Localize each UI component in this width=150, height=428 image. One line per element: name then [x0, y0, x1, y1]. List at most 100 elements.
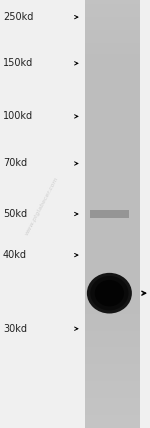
Bar [85, 381, 140, 383]
Bar [85, 4, 140, 6]
Bar [85, 183, 140, 184]
Bar [85, 361, 140, 363]
Bar [85, 399, 140, 401]
Bar [85, 215, 140, 217]
Bar [85, 157, 140, 159]
Bar [85, 322, 140, 324]
Bar [85, 57, 140, 59]
Bar [85, 84, 140, 86]
Bar [85, 56, 140, 57]
Bar [85, 151, 140, 153]
Bar [85, 164, 140, 166]
Bar [85, 297, 140, 299]
Bar [85, 175, 140, 177]
Bar [85, 327, 140, 329]
Bar [85, 389, 140, 391]
Bar [85, 337, 140, 339]
Bar [85, 230, 140, 232]
Bar [85, 305, 140, 307]
Bar [85, 278, 140, 280]
Text: 100kd: 100kd [3, 111, 33, 122]
Bar [85, 47, 140, 49]
Bar [85, 81, 140, 83]
Bar [85, 136, 140, 137]
Bar [85, 345, 140, 347]
Bar [85, 235, 140, 237]
Bar [85, 90, 140, 92]
Bar [85, 59, 140, 60]
Bar [85, 1, 140, 3]
Bar [85, 367, 140, 369]
Bar [85, 198, 140, 200]
Bar [85, 134, 140, 136]
Bar [85, 338, 140, 340]
Bar [85, 143, 140, 145]
Bar [85, 153, 140, 155]
Bar [85, 12, 140, 13]
Bar [85, 71, 140, 73]
Bar [85, 107, 140, 109]
Bar [85, 111, 140, 113]
Bar [85, 60, 140, 62]
Text: 70kd: 70kd [3, 158, 27, 169]
Bar [85, 333, 140, 334]
Bar [85, 351, 140, 353]
Bar [85, 262, 140, 265]
Bar [85, 54, 140, 56]
Bar [85, 188, 140, 190]
Bar [85, 24, 140, 26]
Bar [85, 0, 140, 2]
Bar [85, 51, 140, 53]
Bar [85, 397, 140, 398]
Bar [85, 20, 140, 22]
Bar [85, 201, 140, 203]
Text: 50kd: 50kd [3, 209, 27, 219]
Bar [85, 140, 140, 142]
Bar [85, 39, 140, 40]
Bar [85, 29, 140, 30]
Bar [85, 7, 140, 9]
Bar [85, 87, 140, 89]
Bar [85, 18, 140, 21]
Bar [85, 282, 140, 284]
Bar [85, 104, 140, 106]
Bar [85, 147, 140, 149]
Bar [85, 168, 140, 170]
Bar [85, 334, 140, 336]
Bar [85, 330, 140, 331]
Bar [85, 360, 140, 361]
Bar [85, 146, 140, 147]
Bar [85, 355, 140, 357]
Bar [85, 166, 140, 167]
Bar [85, 181, 140, 183]
Bar [85, 177, 140, 179]
Bar [85, 386, 140, 389]
Bar [85, 63, 140, 65]
Bar [85, 124, 140, 126]
Bar [85, 161, 140, 163]
Bar [85, 10, 140, 12]
Bar [85, 91, 140, 93]
Bar [85, 254, 140, 256]
Bar [85, 220, 140, 222]
Ellipse shape [90, 276, 129, 310]
Bar [85, 384, 140, 386]
Bar [85, 48, 140, 51]
Bar [85, 138, 140, 140]
Bar [85, 422, 140, 424]
Bar [85, 237, 140, 239]
Bar [85, 321, 140, 323]
Bar [85, 248, 140, 250]
Bar [85, 101, 140, 103]
Bar [85, 374, 140, 376]
Bar [85, 375, 140, 377]
Bar [85, 137, 140, 139]
Bar [85, 178, 140, 180]
Bar [85, 42, 140, 43]
Bar [85, 27, 140, 29]
Bar [85, 292, 140, 294]
Bar [85, 388, 140, 390]
Bar [85, 200, 140, 202]
Bar [85, 287, 140, 288]
Bar [85, 394, 140, 395]
